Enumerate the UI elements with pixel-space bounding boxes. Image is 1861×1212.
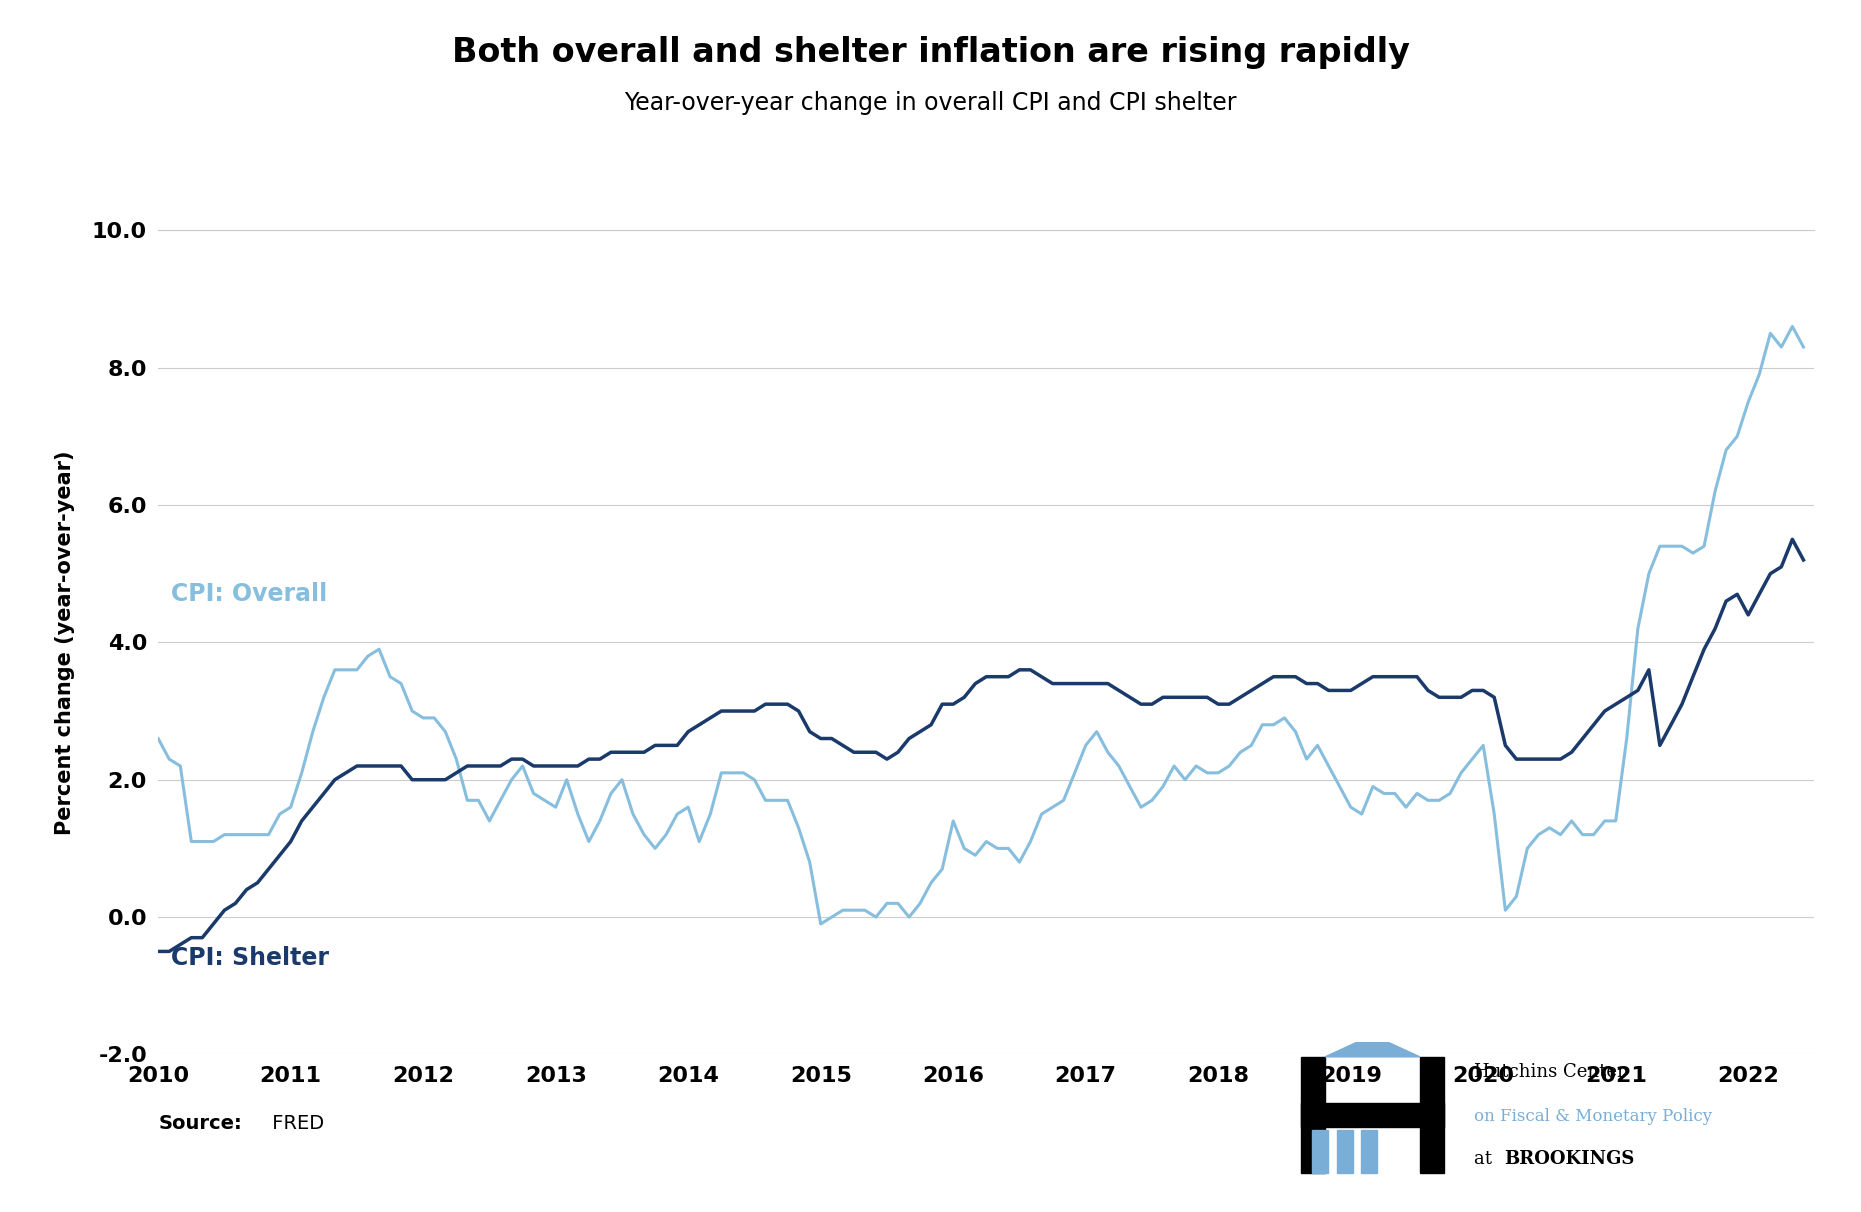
Polygon shape	[1325, 1035, 1420, 1057]
Bar	[1420, 1057, 1444, 1173]
Bar	[1362, 1130, 1377, 1173]
Text: Both overall and shelter inflation are rising rapidly: Both overall and shelter inflation are r…	[452, 36, 1409, 69]
Text: CPI: Shelter: CPI: Shelter	[171, 947, 329, 970]
Text: FRED: FRED	[266, 1114, 324, 1133]
Bar	[1301, 1057, 1325, 1173]
Text: Year-over-year change in overall CPI and CPI shelter: Year-over-year change in overall CPI and…	[623, 91, 1238, 115]
Bar	[1301, 1103, 1444, 1127]
Bar	[1312, 1130, 1329, 1173]
Text: on Fiscal & Monetary Policy: on Fiscal & Monetary Policy	[1474, 1108, 1712, 1125]
Bar	[1336, 1130, 1353, 1173]
Text: Hutchins Center: Hutchins Center	[1474, 1063, 1625, 1081]
Text: Source:: Source:	[158, 1114, 242, 1133]
Y-axis label: Percent change (year-over-year): Percent change (year-over-year)	[56, 450, 74, 835]
Text: BROOKINGS: BROOKINGS	[1504, 1150, 1634, 1168]
Text: at: at	[1474, 1150, 1498, 1168]
Text: CPI: Overall: CPI: Overall	[171, 582, 328, 606]
